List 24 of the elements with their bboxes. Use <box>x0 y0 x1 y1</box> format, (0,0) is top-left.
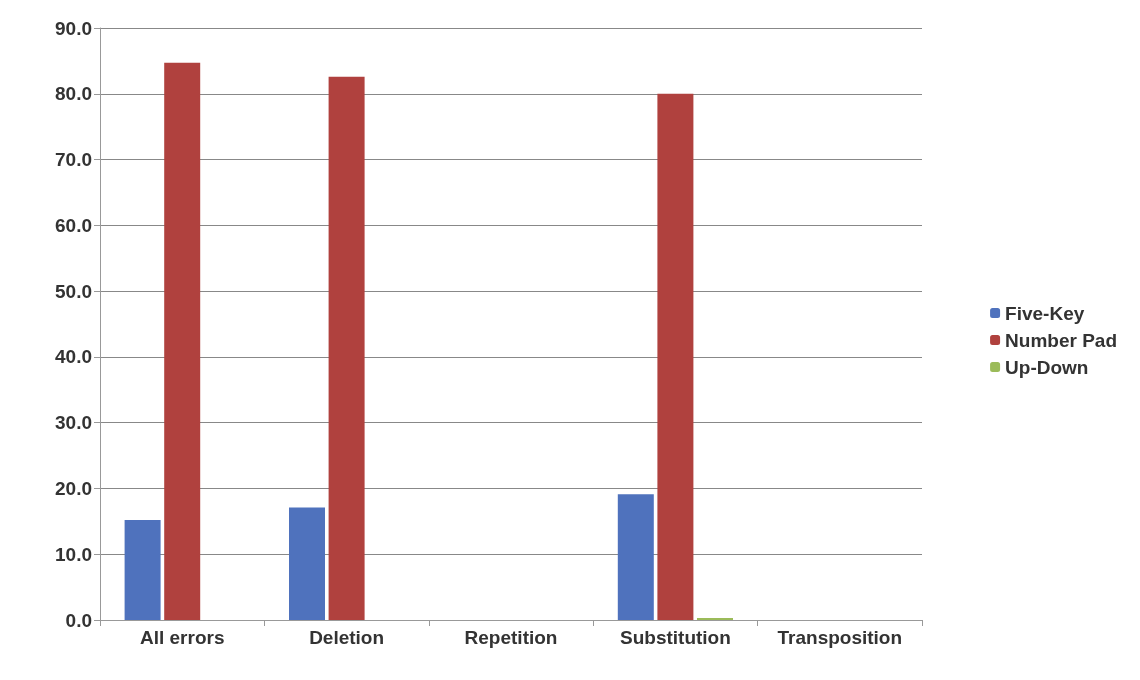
x-tick-label: Substitution <box>619 627 731 648</box>
y-tick-label: 40.0 <box>55 346 92 368</box>
y-tick-label: 90.0 <box>55 17 92 39</box>
x-tick-label: All errors <box>139 627 225 648</box>
y-tick-label: 20.0 <box>55 477 92 499</box>
legend-label: Five-Key <box>1005 302 1085 324</box>
x-tick-label: Repetition <box>464 627 558 648</box>
bar <box>289 507 325 620</box>
bar <box>328 76 365 620</box>
y-tick-label: 80.0 <box>55 83 92 105</box>
y-tick-label: 10.0 <box>55 543 92 565</box>
bar <box>617 494 654 620</box>
y-tick-label: 70.0 <box>55 149 92 171</box>
y-tick-label: 50.0 <box>55 280 92 302</box>
bar <box>657 93 694 620</box>
legend-label: Number Pad <box>1005 329 1118 351</box>
bar <box>124 520 161 620</box>
y-tick-label: 30.0 <box>55 412 92 434</box>
legend-label: Up-Down <box>1005 356 1089 378</box>
y-tick-label: 0.0 <box>65 609 92 631</box>
y-tick-label: 60.0 <box>55 214 92 236</box>
bar <box>164 62 201 620</box>
x-tick-label: Deletion <box>309 627 385 648</box>
x-tick-label: Transposition <box>777 627 903 648</box>
